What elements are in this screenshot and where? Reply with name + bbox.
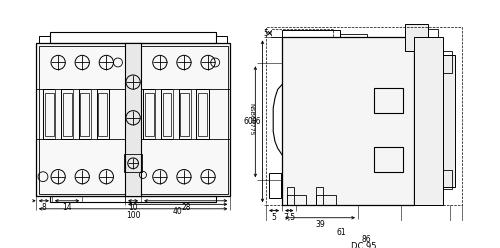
Bar <box>442 51 452 73</box>
Bar <box>428 29 438 46</box>
Text: NSB00775: NSB00775 <box>248 103 253 136</box>
Bar <box>340 34 367 37</box>
Bar <box>143 89 156 139</box>
Bar <box>61 89 74 139</box>
Bar <box>286 194 306 205</box>
Bar <box>62 93 72 136</box>
Bar <box>198 93 207 136</box>
Bar <box>316 194 336 205</box>
Bar <box>161 89 173 139</box>
Text: 60: 60 <box>244 117 254 126</box>
Text: 5: 5 <box>263 29 268 37</box>
Bar <box>40 36 50 43</box>
Bar <box>38 45 125 194</box>
Bar <box>286 187 294 205</box>
Text: 86: 86 <box>251 117 260 126</box>
Bar <box>80 93 90 136</box>
Bar <box>178 89 191 139</box>
Bar <box>282 37 414 205</box>
Bar <box>50 196 216 202</box>
Bar <box>180 93 190 136</box>
Bar <box>282 30 340 37</box>
Text: DC 95: DC 95 <box>352 242 377 248</box>
Text: 61: 61 <box>336 227 346 237</box>
Text: 10: 10 <box>128 203 138 213</box>
Bar <box>414 37 442 205</box>
Bar <box>196 89 209 139</box>
Bar <box>442 55 455 187</box>
Text: 39: 39 <box>315 220 325 229</box>
Text: 100: 100 <box>126 212 140 220</box>
Bar <box>141 45 228 194</box>
Bar <box>50 32 216 43</box>
Bar <box>270 29 333 37</box>
Bar <box>316 187 323 205</box>
Bar <box>268 173 281 198</box>
Bar <box>78 89 91 139</box>
Text: 28: 28 <box>181 203 190 213</box>
Bar <box>43 89 56 139</box>
Bar <box>36 43 230 196</box>
Bar <box>144 93 154 136</box>
Bar <box>98 93 107 136</box>
Text: 14: 14 <box>62 203 72 213</box>
Bar <box>96 89 109 139</box>
Text: 7,5: 7,5 <box>283 213 296 222</box>
Bar <box>216 36 227 43</box>
Bar <box>374 147 402 172</box>
Bar <box>45 93 54 136</box>
Text: 40: 40 <box>173 207 182 216</box>
Bar <box>125 43 141 196</box>
Bar <box>406 24 427 51</box>
Bar <box>374 88 402 113</box>
Bar <box>442 170 452 189</box>
Text: 86: 86 <box>361 235 371 244</box>
Bar <box>124 154 142 172</box>
Bar <box>266 27 462 205</box>
Text: 8: 8 <box>42 203 46 213</box>
Bar <box>162 93 172 136</box>
Text: 5: 5 <box>272 213 276 222</box>
